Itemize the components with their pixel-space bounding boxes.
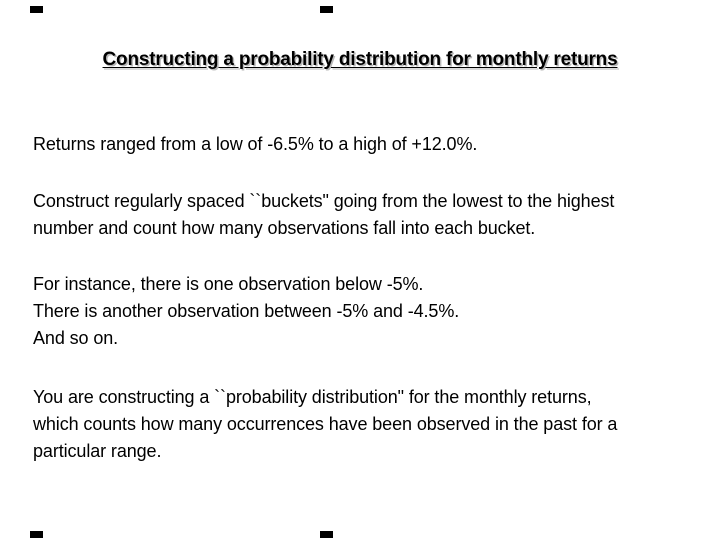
paragraph-construct-buckets: Construct regularly spaced ``buckets" go…: [33, 188, 703, 242]
paragraph-line: Construct regularly spaced ``buckets" go…: [33, 191, 615, 211]
corner-mark-top-left: [30, 6, 43, 13]
paragraph-line: which counts how many occurrences have b…: [33, 414, 618, 434]
paragraph-line: Returns ranged from a low of -6.5% to a …: [33, 134, 478, 154]
paragraph-line: And so on.: [33, 328, 119, 348]
paragraph-line: There is another observation between -5%…: [33, 301, 460, 321]
slide-title: Constructing a probability distribution …: [102, 49, 618, 70]
paragraph-probability-distribution: You are constructing a ``probability dis…: [33, 384, 703, 465]
paragraph-line: number and count how many observations f…: [33, 218, 536, 238]
corner-mark-top-right: [320, 6, 333, 13]
paragraph-line: particular range.: [33, 441, 162, 461]
paragraph-returns-range: Returns ranged from a low of -6.5% to a …: [33, 131, 703, 158]
paragraph-for-instance: For instance, there is one observation b…: [33, 271, 703, 352]
corner-mark-bottom-left: [30, 531, 43, 538]
corner-mark-bottom-right: [320, 531, 333, 538]
paragraph-line: You are constructing a ``probability dis…: [33, 387, 592, 407]
paragraph-line: For instance, there is one observation b…: [33, 274, 424, 294]
